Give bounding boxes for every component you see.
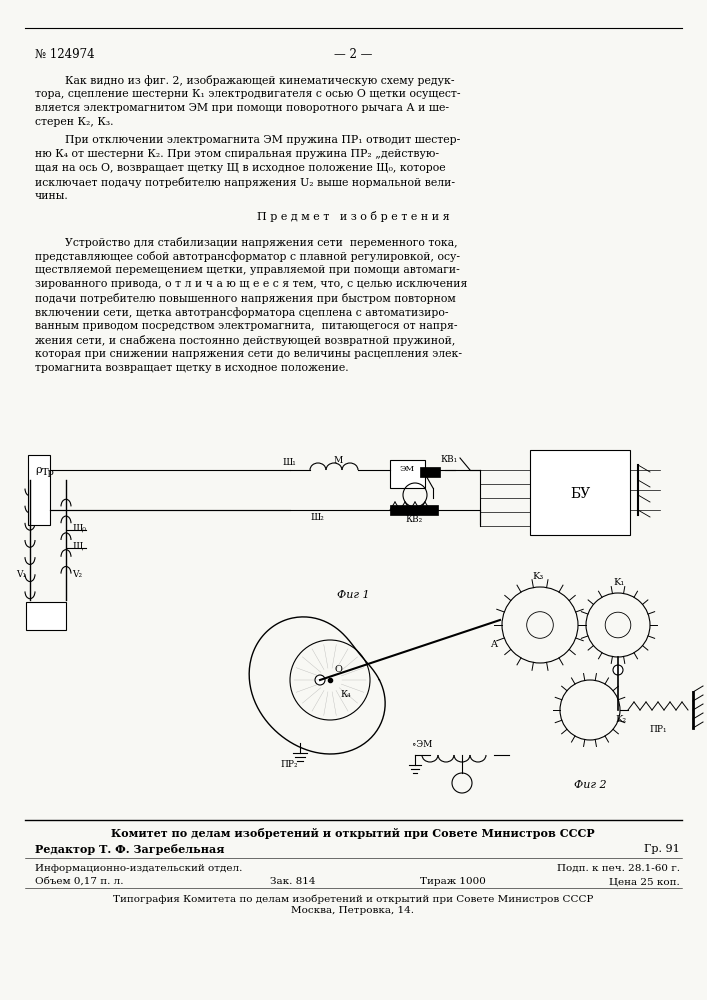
Text: ществляемой перемещением щетки, управляемой при помощи автомаги-: ществляемой перемещением щетки, управляе… xyxy=(35,265,460,275)
Bar xyxy=(420,467,440,477)
Text: БУ: БУ xyxy=(570,487,590,501)
Text: K₃: K₃ xyxy=(532,572,543,581)
Text: ню К₄ от шестерни К₂. При этом спиральная пружина ПР₂ „действую-: ню К₄ от шестерни К₂. При этом спиральна… xyxy=(35,149,439,159)
Bar xyxy=(390,460,425,488)
Text: стерен К₂, К₃.: стерен К₂, К₃. xyxy=(35,117,114,127)
Text: При отключении электромагнита ЭМ пружина ПР₁ отводит шестер-: При отключении электромагнита ЭМ пружина… xyxy=(65,135,460,145)
Circle shape xyxy=(315,675,325,685)
Text: зированного привода, о т л и ч а ю щ е е с я тем, что, с целью исключения: зированного привода, о т л и ч а ю щ е е… xyxy=(35,279,467,289)
Text: вляется электромагнитом ЭМ при помощи поворотного рычага А и ше-: вляется электромагнитом ЭМ при помощи по… xyxy=(35,103,449,113)
Text: тромагнита возвращает щетку в исходное положение.: тромагнита возвращает щетку в исходное п… xyxy=(35,363,349,373)
Text: исключает подачу потребителю напряжения U₂ выше нормальной вели-: исключает подачу потребителю напряжения … xyxy=(35,177,455,188)
Text: Тр: Тр xyxy=(42,468,55,477)
Text: Тираж 1000: Тираж 1000 xyxy=(420,877,486,886)
Text: щая на ось О, возвращает щетку Щ в исходное положение Щ₀, которое: щая на ось О, возвращает щетку Щ в исход… xyxy=(35,163,445,173)
Text: ванным приводом посредством электромагнита,  питающегося от напря-: ванным приводом посредством электромагни… xyxy=(35,321,457,331)
Text: включении сети, щетка автотрансформатора сцеплена с автоматизиро-: включении сети, щетка автотрансформатора… xyxy=(35,307,448,318)
Circle shape xyxy=(613,665,623,675)
Text: Цена 25 коп.: Цена 25 коп. xyxy=(609,877,680,886)
Text: ∘ЭМ: ∘ЭМ xyxy=(412,740,433,749)
Text: Щ₀: Щ₀ xyxy=(72,523,86,532)
Text: Информационно-издательский отдел.: Информационно-издательский отдел. xyxy=(35,864,243,873)
Bar xyxy=(26,602,66,630)
Text: Объем 0,17 п. л.: Объем 0,17 п. л. xyxy=(35,877,124,886)
Text: Москва, Петровка, 14.: Москва, Петровка, 14. xyxy=(291,906,414,915)
Text: V₂: V₂ xyxy=(72,570,82,579)
Text: V₁: V₁ xyxy=(16,570,26,579)
Text: тора, сцепление шестерни К₁ электродвигателя с осью О щетки осущест-: тора, сцепление шестерни К₁ электродвига… xyxy=(35,89,460,99)
Text: O: O xyxy=(335,665,343,674)
Bar xyxy=(390,505,438,515)
Text: Фиг 2: Фиг 2 xyxy=(573,780,607,790)
Text: ПР₂: ПР₂ xyxy=(280,760,298,769)
Text: Устройство для стабилизации напряжения сети  переменного тока,: Устройство для стабилизации напряжения с… xyxy=(65,237,457,248)
Text: Подп. к печ. 28.1-60 г.: Подп. к печ. 28.1-60 г. xyxy=(557,864,680,873)
Text: K₁: K₁ xyxy=(613,578,624,587)
Text: Зак. 814: Зак. 814 xyxy=(270,877,315,886)
Text: которая при снижении напряжения сети до величины расцепления элек-: которая при снижении напряжения сети до … xyxy=(35,349,462,359)
Text: — 2 —: — 2 — xyxy=(334,48,372,61)
Text: Редактор Т. Ф. Загребельная: Редактор Т. Ф. Загребельная xyxy=(35,844,225,855)
Text: ЭМ: ЭМ xyxy=(399,465,414,473)
Text: Ш₂: Ш₂ xyxy=(310,513,324,522)
Text: подачи потребителю повышенного напряжения при быстром повторном: подачи потребителю повышенного напряжени… xyxy=(35,293,456,304)
Text: ρ: ρ xyxy=(35,465,42,475)
Text: Гр. 91: Гр. 91 xyxy=(644,844,680,854)
Text: Как видно из фиг. 2, изображающей кинематическую схему редук-: Как видно из фиг. 2, изображающей кинема… xyxy=(65,75,455,86)
Text: M: M xyxy=(334,456,344,465)
Text: A: A xyxy=(490,640,497,649)
Bar xyxy=(530,450,630,535)
Text: КВ₁: КВ₁ xyxy=(440,455,457,464)
Text: Комитет по делам изобретений и открытий при Совете Министров СССР: Комитет по делам изобретений и открытий … xyxy=(111,828,595,839)
Text: КВ₂: КВ₂ xyxy=(405,515,422,524)
Bar xyxy=(28,455,50,525)
Text: K₂: K₂ xyxy=(615,715,626,724)
Text: представляющее собой автотрансформатор с плавной регулировкой, осу-: представляющее собой автотрансформатор с… xyxy=(35,251,460,262)
Text: Фиг 1: Фиг 1 xyxy=(337,590,369,600)
Text: Щ: Щ xyxy=(72,542,82,551)
Text: № 124974: № 124974 xyxy=(35,48,95,61)
Text: П р е д м е т   и з о б р е т е н и я: П р е д м е т и з о б р е т е н и я xyxy=(257,211,450,222)
Text: ПР₁: ПР₁ xyxy=(649,725,667,734)
Text: Ш₁: Ш₁ xyxy=(282,458,296,467)
Text: К₄: К₄ xyxy=(340,690,351,699)
Text: чины.: чины. xyxy=(35,191,69,201)
Text: жения сети, и снабжена постоянно действующей возвратной пружиной,: жения сети, и снабжена постоянно действу… xyxy=(35,335,455,346)
Text: Типография Комитета по делам изобретений и открытий при Совете Министров СССР: Типография Комитета по делам изобретений… xyxy=(113,894,593,904)
